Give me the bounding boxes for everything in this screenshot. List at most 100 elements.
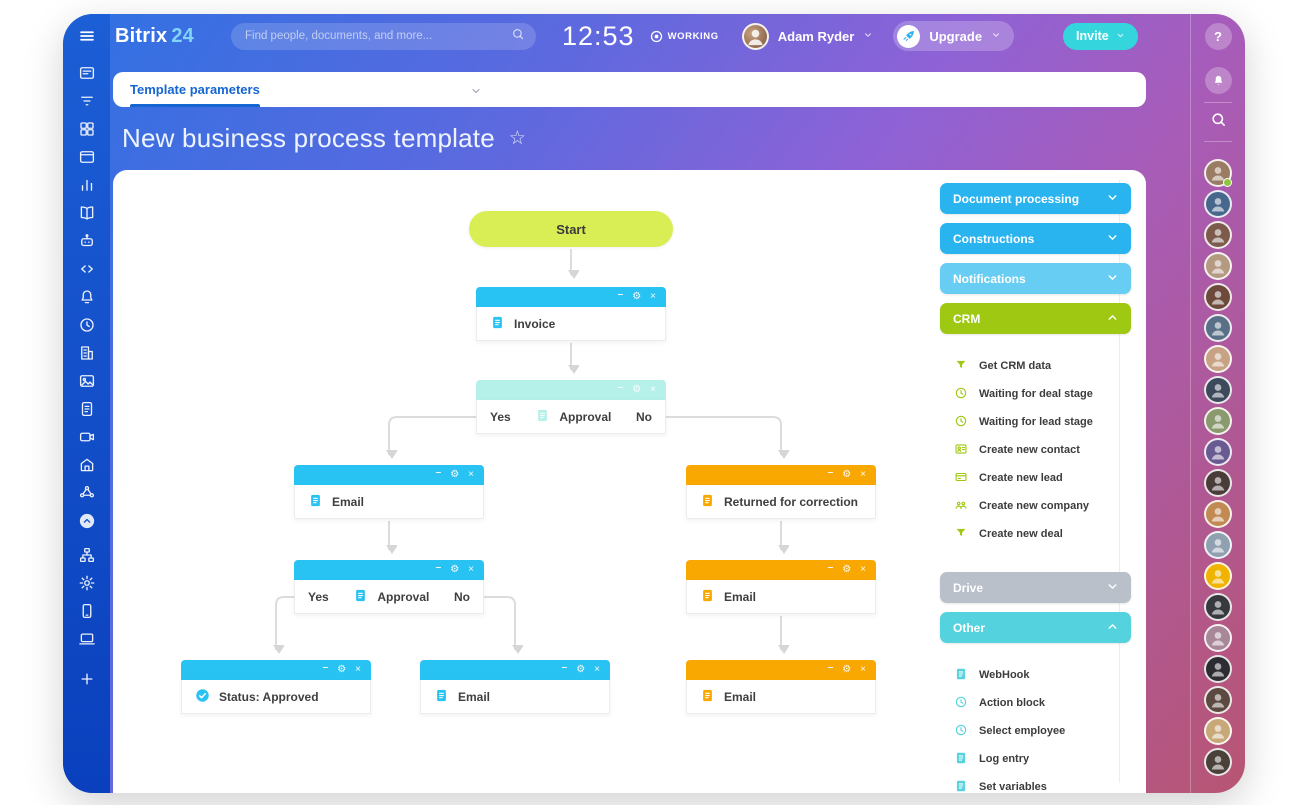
hamburger-menu-icon[interactable] — [78, 14, 96, 58]
minimize-icon[interactable]: – — [617, 289, 624, 300]
flow-node-approval-2[interactable]: – ⚙ × Yes Approval No — [294, 560, 484, 614]
chat-avatar[interactable] — [1204, 748, 1232, 776]
flow-node-invoice[interactable]: – ⚙ × Invoice — [476, 287, 666, 341]
help-button[interactable]: ? — [1204, 23, 1232, 50]
palette-category-drive[interactable]: Drive — [940, 572, 1131, 603]
minimize-icon[interactable]: – — [827, 562, 834, 573]
chat-avatar[interactable] — [1204, 159, 1232, 187]
palette-category-document-processing[interactable]: Document processing — [940, 183, 1131, 214]
chat-avatar[interactable] — [1204, 345, 1232, 373]
flow-node-status-approved[interactable]: – ⚙ × Status: Approved — [181, 660, 371, 714]
palette-item-create-new-contact[interactable]: Create new contact — [942, 436, 1131, 464]
sidebar-building-icon[interactable] — [78, 344, 96, 362]
tabbar-chevron-down-icon[interactable] — [470, 84, 482, 102]
rail-search-button[interactable] — [1210, 111, 1227, 133]
sidebar-share-icon[interactable] — [78, 484, 96, 502]
sidebar-clock-icon[interactable] — [78, 316, 96, 334]
settings-gear-icon[interactable]: ⚙ — [842, 664, 852, 675]
palette-item-action-block[interactable]: Action block — [942, 689, 1131, 717]
sidebar-camera-icon[interactable] — [78, 428, 96, 446]
close-icon[interactable]: × — [860, 564, 866, 575]
chat-avatar[interactable] — [1204, 314, 1232, 342]
palette-item-create-new-company[interactable]: Create new company — [942, 492, 1131, 520]
sidebar-plus-icon[interactable] — [78, 670, 96, 688]
close-icon[interactable]: × — [594, 664, 600, 675]
sidebar-laptop-icon[interactable] — [78, 630, 96, 648]
palette-category-crm[interactable]: CRM — [940, 303, 1131, 334]
clock[interactable]: 12:53 — [561, 20, 635, 51]
chat-avatar[interactable] — [1204, 717, 1232, 745]
palette-item-select-employee[interactable]: Select employee — [942, 717, 1131, 745]
sidebar-phone-icon[interactable] — [78, 602, 96, 620]
flow-node-returned-for-correction[interactable]: – ⚙ × Returned for correction — [686, 465, 876, 519]
minimize-icon[interactable]: – — [435, 562, 442, 573]
chat-avatar[interactable] — [1204, 624, 1232, 652]
chat-avatar[interactable] — [1204, 500, 1232, 528]
branch-no-label[interactable]: No — [454, 589, 470, 604]
palette-item-get-crm-data[interactable]: Get CRM data — [942, 352, 1131, 380]
chat-avatar[interactable] — [1204, 190, 1232, 218]
branch-yes-label[interactable]: Yes — [490, 409, 511, 424]
minimize-icon[interactable]: – — [827, 467, 834, 478]
palette-item-log-entry[interactable]: Log entry — [942, 745, 1131, 773]
settings-gear-icon[interactable]: ⚙ — [450, 564, 460, 575]
palette-item-waiting-for-lead-stage[interactable]: Waiting for lead stage — [942, 408, 1131, 436]
chat-avatar[interactable] — [1204, 283, 1232, 311]
chat-avatar[interactable] — [1204, 407, 1232, 435]
working-status[interactable]: WORKING — [650, 30, 719, 43]
process-canvas[interactable]: Start – ⚙ × Invoice – ⚙ × Yes Approval No – ⚙ × Email –… — [113, 170, 1146, 793]
chat-avatar[interactable] — [1204, 593, 1232, 621]
chat-avatar[interactable] — [1204, 376, 1232, 404]
favorite-star-icon[interactable]: ☆ — [508, 128, 526, 149]
settings-gear-icon[interactable]: ⚙ — [632, 291, 642, 302]
chat-avatar[interactable] — [1204, 438, 1232, 466]
chat-avatar[interactable] — [1204, 686, 1232, 714]
chat-avatar[interactable] — [1204, 221, 1232, 249]
notifications-button[interactable] — [1204, 67, 1232, 94]
close-icon[interactable]: × — [468, 564, 474, 575]
close-icon[interactable]: × — [355, 664, 361, 675]
palette-item-create-new-lead[interactable]: Create new lead — [942, 464, 1131, 492]
flow-node-start[interactable]: Start — [469, 211, 673, 247]
palette-item-create-new-deal[interactable]: Create new deal — [942, 520, 1131, 548]
minimize-icon[interactable]: – — [435, 467, 442, 478]
palette-item-waiting-for-deal-stage[interactable]: Waiting for deal stage — [942, 380, 1131, 408]
sidebar-browser-icon[interactable] — [78, 148, 96, 166]
minimize-icon[interactable]: – — [617, 382, 624, 393]
sidebar-book-icon[interactable] — [78, 204, 96, 222]
palette-category-constructions[interactable]: Constructions — [940, 223, 1131, 254]
palette-item-webhook[interactable]: WebHook — [942, 661, 1131, 689]
upgrade-button[interactable]: Upgrade — [893, 21, 1015, 51]
global-search[interactable] — [230, 22, 536, 50]
sidebar-filter-icon[interactable] — [78, 92, 96, 110]
palette-category-notifications[interactable]: Notifications — [940, 263, 1131, 294]
sidebar-image-icon[interactable] — [78, 372, 96, 390]
invite-button[interactable]: Invite — [1063, 22, 1138, 50]
tab-template-parameters[interactable]: Template parameters — [130, 72, 260, 107]
user-menu[interactable]: Adam Ryder — [741, 22, 874, 50]
close-icon[interactable]: × — [468, 469, 474, 480]
sidebar-collapse-icon[interactable] — [78, 512, 96, 530]
sidebar-chart-icon[interactable] — [78, 176, 96, 194]
sidebar-bell-icon[interactable] — [78, 288, 96, 306]
flow-node-email-right-1[interactable]: – ⚙ × Email — [686, 560, 876, 614]
close-icon[interactable]: × — [860, 469, 866, 480]
settings-gear-icon[interactable]: ⚙ — [337, 664, 347, 675]
sidebar-code-icon[interactable] — [78, 260, 96, 278]
sidebar-sitemap-icon[interactable] — [78, 546, 96, 564]
settings-gear-icon[interactable]: ⚙ — [450, 469, 460, 480]
settings-gear-icon[interactable]: ⚙ — [632, 384, 642, 395]
sidebar-market-icon[interactable] — [78, 456, 96, 474]
flow-node-email-right-2[interactable]: – ⚙ × Email — [686, 660, 876, 714]
branch-no-label[interactable]: No — [636, 409, 652, 424]
branch-yes-label[interactable]: Yes — [308, 589, 329, 604]
close-icon[interactable]: × — [860, 664, 866, 675]
sidebar-robot-icon[interactable] — [78, 232, 96, 250]
palette-category-other[interactable]: Other — [940, 612, 1131, 643]
settings-gear-icon[interactable]: ⚙ — [842, 564, 852, 575]
sidebar-doc-icon[interactable] — [78, 400, 96, 418]
chat-avatar[interactable] — [1204, 655, 1232, 683]
flow-node-approval-1[interactable]: – ⚙ × Yes Approval No — [476, 380, 666, 434]
flow-node-email-mid[interactable]: – ⚙ × Email — [420, 660, 610, 714]
close-icon[interactable]: × — [650, 291, 656, 302]
